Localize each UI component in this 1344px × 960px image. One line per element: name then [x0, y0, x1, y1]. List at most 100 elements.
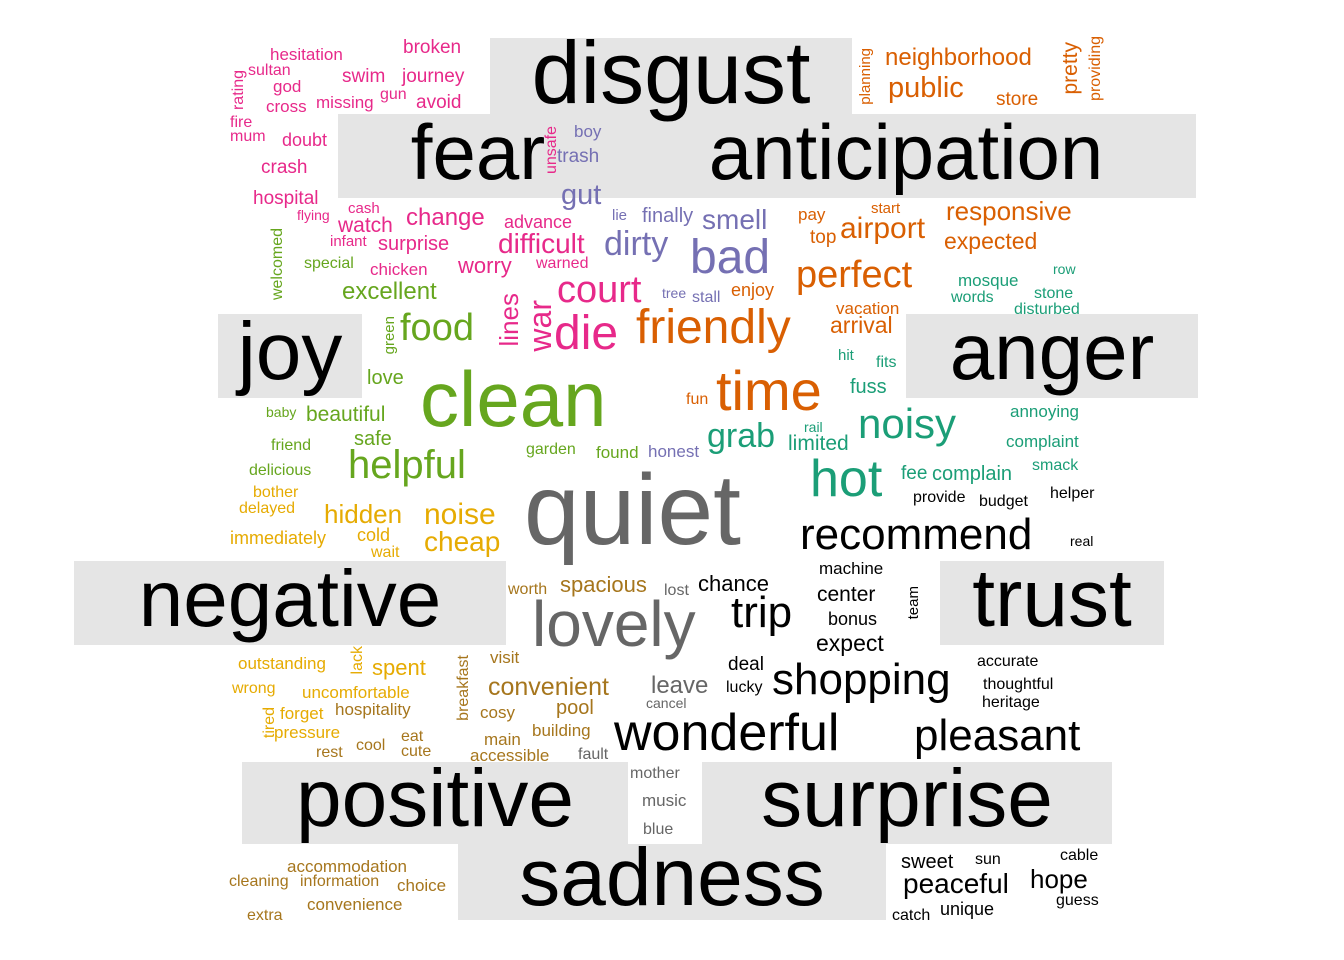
word-music: music	[642, 791, 687, 810]
word-swim: swim	[342, 66, 386, 87]
category-box-disgust: disgust	[490, 29, 852, 117]
category-label-positive: positive	[295, 753, 575, 844]
word-budget: budget	[979, 493, 1028, 510]
word-dirty: dirty	[604, 225, 669, 263]
word-special: special	[304, 255, 354, 272]
word-fun: fun	[686, 391, 709, 408]
category-box-surprise: surprise	[702, 758, 1112, 844]
word-pleasant: pleasant	[914, 711, 1081, 760]
category-label-anticipation: anticipation	[708, 108, 1104, 196]
word-wait: wait	[371, 544, 400, 561]
word-surprise: surprise	[378, 233, 450, 255]
word-team: team	[905, 586, 922, 620]
word-helper: helper	[1050, 485, 1095, 502]
word-hit: hit	[838, 347, 854, 364]
word-beautiful: beautiful	[306, 403, 386, 426]
word-baby: baby	[266, 404, 297, 420]
word-hesitation: hesitation	[270, 45, 343, 64]
word-infant: infant	[330, 233, 367, 250]
word-expected: expected	[944, 228, 1038, 254]
word-visit: visit	[490, 648, 520, 667]
word-flying: flying	[297, 207, 330, 223]
word-time: time	[716, 359, 822, 422]
category-label-trust: trust	[972, 553, 1132, 644]
word-finally: finally	[642, 205, 694, 227]
word-trash: trash	[557, 146, 600, 167]
word-love: love	[367, 367, 404, 389]
category-box-negative: negative	[74, 559, 506, 645]
word-start: start	[871, 200, 901, 217]
word-vacation: vacation	[836, 299, 900, 318]
word-friendly: friendly	[636, 301, 791, 354]
word-row: row	[1053, 261, 1076, 277]
word-provide: provide	[913, 489, 966, 506]
word-gun: gun	[380, 86, 407, 103]
word-top: top	[810, 227, 837, 248]
word-planning: planning	[857, 48, 874, 105]
word-cash: cash	[348, 200, 380, 217]
word-lost: lost	[664, 582, 689, 599]
word-chance: chance	[698, 571, 769, 596]
word-bad: bad	[690, 231, 771, 284]
word-responsive: responsive	[946, 196, 1072, 226]
word-cross: cross	[266, 97, 307, 116]
word-worry: worry	[458, 253, 512, 278]
word-advance: advance	[504, 212, 573, 232]
word-information: information	[300, 873, 380, 890]
word-smack: smack	[1032, 457, 1079, 474]
word-noisy: noisy	[858, 400, 957, 447]
word-boy: boy	[574, 122, 602, 141]
word-delayed: delayed	[239, 500, 296, 517]
category-box-trust: trust	[940, 553, 1164, 645]
word-broken: broken	[403, 37, 462, 58]
category-label-joy: joy	[237, 306, 343, 397]
category-box-fear: fear	[338, 113, 618, 198]
word-uncomfortable: uncomfortable	[302, 683, 410, 702]
word-friend: friend	[271, 437, 312, 454]
word-avoid: avoid	[416, 92, 462, 113]
word-sweet: sweet	[901, 851, 954, 873]
word-cancel: cancel	[646, 695, 687, 711]
word-sultan: sultan	[248, 62, 291, 79]
word-clean: clean	[420, 355, 607, 443]
word-rest: rest	[316, 744, 343, 761]
word-hidden: hidden	[324, 499, 403, 529]
word-expect: expect	[816, 630, 884, 656]
word-unique: unique	[940, 899, 995, 919]
category-label-sadness: sadness	[519, 832, 825, 923]
word-extra: extra	[247, 907, 283, 924]
word-lovely: lovely	[532, 588, 696, 660]
word-cool: cool	[356, 737, 386, 754]
word-machine: machine	[819, 559, 884, 578]
word-blue: blue	[643, 821, 674, 838]
word-warned: warned	[536, 255, 589, 272]
word-mother: mother	[630, 765, 680, 782]
word-leave: leave	[651, 672, 709, 699]
word-excellent: excellent	[342, 278, 437, 305]
word-accommodation: accommodation	[287, 857, 408, 876]
word-outstanding: outstanding	[238, 654, 326, 673]
word-fee: fee	[901, 463, 928, 484]
word-eat: eat	[401, 728, 424, 745]
word-rail: rail	[804, 419, 823, 435]
word-honest: honest	[648, 442, 700, 461]
word-fire: fire	[230, 114, 253, 131]
word-hope: hope	[1030, 864, 1088, 894]
word-cute: cute	[401, 743, 432, 760]
word-public: public	[888, 72, 964, 104]
word-shopping: shopping	[772, 655, 951, 704]
word-forget: forget	[280, 704, 324, 723]
word-spacious: spacious	[560, 572, 647, 597]
category-box-anger: anger	[906, 307, 1198, 398]
word-limited: limited	[788, 432, 849, 455]
word-green: green	[381, 316, 398, 355]
word-missing: missing	[316, 93, 374, 112]
word-crash: crash	[261, 157, 308, 178]
word-stone: stone	[1034, 285, 1074, 302]
category-label-disgust: disgust	[531, 23, 811, 122]
word-lines: lines	[494, 293, 524, 347]
word-cheap: cheap	[424, 526, 501, 557]
category-label-anger: anger	[949, 307, 1155, 396]
word-spent: spent	[372, 655, 426, 680]
word-building: building	[532, 721, 591, 740]
